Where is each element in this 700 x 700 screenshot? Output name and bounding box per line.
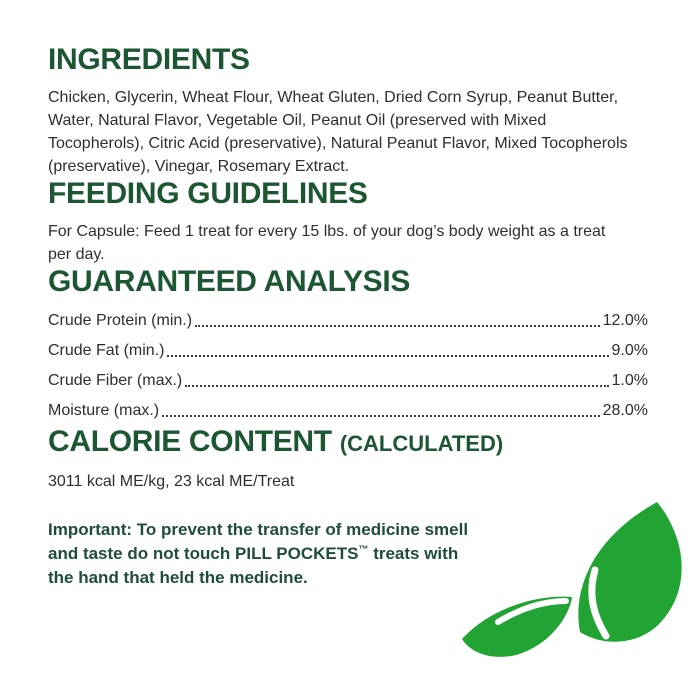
dotted-leader — [162, 415, 600, 417]
brand-name: PILL POCKETS — [235, 544, 359, 563]
calorie-content-text: 3011 kcal ME/kg, 23 kcal ME/Treat — [48, 473, 295, 490]
dotted-leader — [167, 355, 609, 357]
calorie-content-title: CALORIE CONTENT — [48, 425, 332, 458]
analysis-row: Moisture (max.) 28.0% — [48, 396, 648, 426]
dotted-leader — [195, 325, 600, 327]
calorie-content-qualifier: (CALCULATED) — [339, 431, 504, 456]
small-leaf-icon — [462, 596, 572, 657]
important-note-text-1: To prevent the transfer of medicine smel… — [48, 520, 469, 563]
guaranteed-analysis-section: GUARANTEED ANALYSIS Crude Protein (min.)… — [48, 266, 650, 426]
analysis-row-value: 1.0% — [611, 372, 648, 389]
small-leaf-vein — [495, 598, 569, 625]
calorie-content-section: CALORIE CONTENT (CALCULATED) 3011 kcal ME… — [48, 426, 650, 493]
analysis-row: Crude Fiber (max.) 1.0% — [48, 366, 648, 396]
analysis-row-value: 12.0% — [602, 312, 648, 329]
ingredients-text: Chicken, Glycerin, Wheat Flour, Wheat Gl… — [48, 89, 628, 175]
feeding-guidelines-section: FEEDING GUIDELINES For Capsule: Feed 1 t… — [48, 178, 650, 266]
analysis-row: Crude Fat (min.) 9.0% — [48, 336, 648, 366]
trademark-symbol: ™ — [358, 544, 369, 556]
feeding-guidelines-heading: FEEDING GUIDELINES — [48, 177, 368, 210]
analysis-row-label: Crude Fat (min.) — [48, 342, 165, 359]
analysis-row-label: Crude Fiber (max.) — [48, 372, 183, 389]
important-note: Important: To prevent the transfer of me… — [48, 518, 488, 590]
analysis-row: Crude Protein (min.) 12.0% — [48, 306, 648, 336]
important-note-lead: Important: — [48, 520, 133, 539]
analysis-row-value: 28.0% — [602, 402, 648, 419]
guaranteed-analysis-heading: GUARANTEED ANALYSIS — [48, 265, 411, 298]
analysis-row-label: Crude Protein (min.) — [48, 312, 193, 329]
label-content: INGREDIENTS Chicken, Glycerin, Wheat Flo… — [48, 44, 650, 590]
ingredients-section: INGREDIENTS Chicken, Glycerin, Wheat Flo… — [48, 44, 650, 178]
ingredients-heading: INGREDIENTS — [48, 43, 250, 76]
important-note-text-2: treats with the hand that held the medic… — [48, 544, 459, 587]
feeding-guidelines-text: For Capsule: Feed 1 treat for every 15 l… — [48, 223, 606, 263]
analysis-row-label: Moisture (max.) — [48, 402, 160, 419]
guaranteed-analysis-table: Crude Protein (min.) 12.0% Crude Fat (mi… — [48, 306, 648, 426]
analysis-row-value: 9.0% — [611, 342, 648, 359]
calorie-content-heading: CALORIE CONTENT (CALCULATED) — [48, 426, 650, 460]
dotted-leader — [185, 385, 609, 387]
